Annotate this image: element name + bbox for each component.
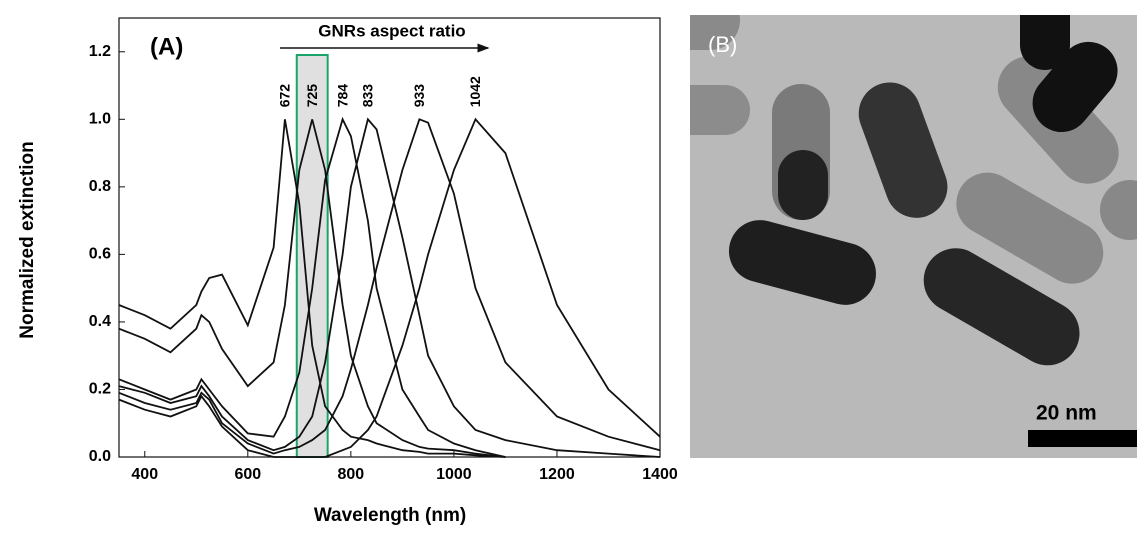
chart: 0.0 0.2 0.4 0.6 0.8 1.0 1.2 400 600 800 1000 1200 14… xyxy=(89,17,678,483)
series-line xyxy=(118,119,506,458)
plot-frame xyxy=(118,17,661,458)
y-axis-label: Normalized extinction xyxy=(17,141,38,338)
peak-label: 833 xyxy=(360,84,376,108)
y-tick-label: 0.0 xyxy=(89,448,111,465)
x-tick-label: 600 xyxy=(234,466,261,483)
x-tick-label: 1000 xyxy=(436,466,472,483)
y-tick-label: 0.8 xyxy=(89,178,111,195)
x-tick-label: 400 xyxy=(131,466,158,483)
series-line xyxy=(118,117,661,458)
annotation: GNRs aspect ratio xyxy=(318,21,465,40)
y-tick-label: 0.2 xyxy=(89,381,111,398)
peak-label: 725 xyxy=(304,84,320,108)
x-tick-label: 1400 xyxy=(642,466,678,483)
peak-label: 1042 xyxy=(467,76,483,107)
x-axis-label: Wavelength (nm) xyxy=(314,505,466,526)
tem-image xyxy=(690,15,1137,458)
series-line xyxy=(118,118,661,455)
panel-label: (B) xyxy=(708,32,737,57)
y-tick-label: 1.2 xyxy=(89,43,111,60)
y-tick-label: 0.6 xyxy=(89,246,111,263)
y-tick-label: 0.4 xyxy=(89,313,111,330)
series-line xyxy=(118,117,661,458)
y-tick-label: 1.0 xyxy=(89,111,111,128)
x-tick-label: 1200 xyxy=(539,466,575,483)
scale-bar-label: 20 nm xyxy=(1036,402,1097,425)
peak-label: 784 xyxy=(334,84,350,108)
series-line xyxy=(118,119,506,458)
series-line xyxy=(118,116,506,458)
x-tick-label: 800 xyxy=(338,466,365,483)
peak-label: 933 xyxy=(411,84,427,108)
panel-label: (A) xyxy=(150,33,183,60)
peak-label: 672 xyxy=(277,84,293,108)
